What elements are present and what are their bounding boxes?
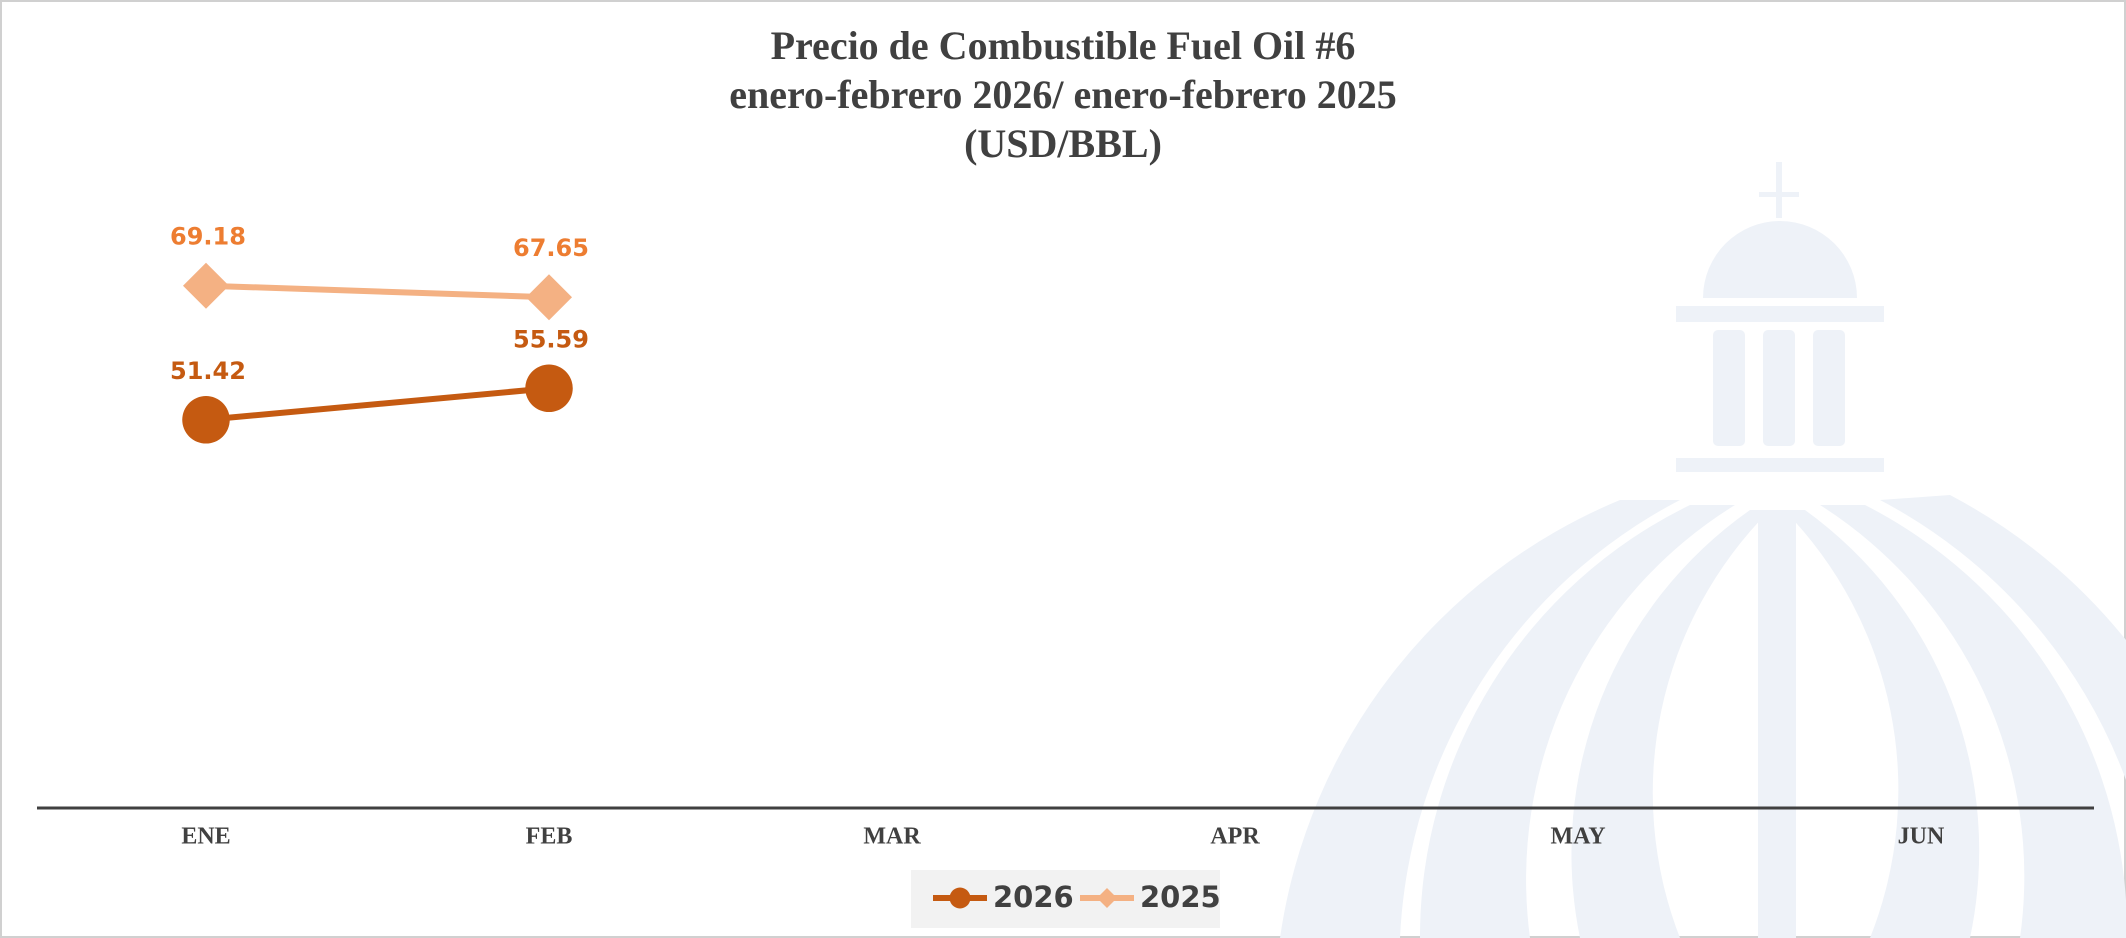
x-tick-label: FEB — [526, 824, 573, 850]
chart-subtitle: enero-febrero 2026/ enero-febrero 2025 — [729, 72, 1397, 117]
data-point — [182, 396, 230, 444]
x-tick-label: MAY — [1550, 824, 1605, 850]
page: Precio de Combustible Fuel Oil #6 enero-… — [0, 0, 2126, 938]
legend-label: 2025 — [1140, 880, 1221, 914]
data-label: 67.65 — [513, 234, 589, 262]
legend-label: 2026 — [993, 880, 1074, 914]
x-tick-label: JUN — [1898, 824, 1945, 850]
legend-marker — [950, 888, 971, 909]
data-label: 69.18 — [170, 223, 246, 251]
chart-subtitle: (USD/BBL) — [964, 121, 1162, 166]
x-tick-label: ENE — [181, 824, 230, 850]
x-tick-label: APR — [1210, 824, 1260, 850]
x-tick-label: MAR — [863, 824, 921, 850]
data-point — [525, 365, 573, 413]
data-label: 51.42 — [170, 357, 246, 385]
data-label: 55.59 — [513, 325, 589, 353]
chart-title: Precio de Combustible Fuel Oil #6 — [771, 23, 1356, 68]
chart: Precio de Combustible Fuel Oil #6 enero-… — [0, 0, 2126, 938]
